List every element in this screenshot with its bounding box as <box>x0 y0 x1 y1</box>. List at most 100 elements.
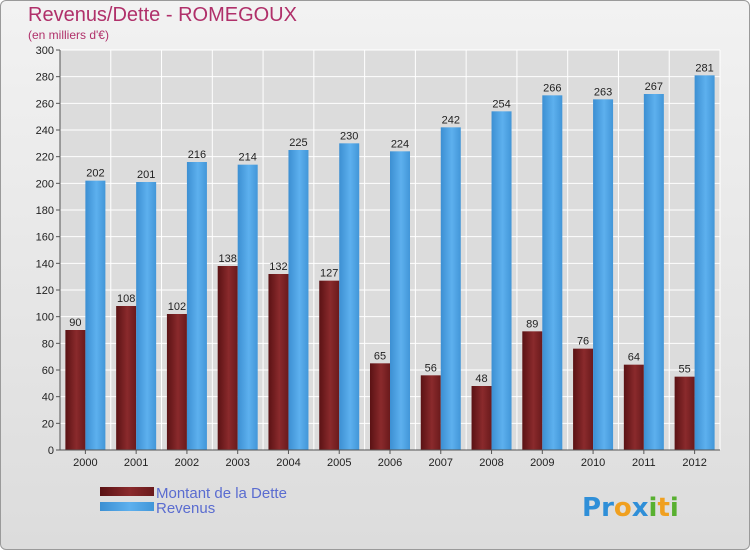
bars <box>65 75 715 451</box>
bar-dette <box>268 274 289 450</box>
bar-revenus <box>491 111 512 450</box>
legend-label: Revenus <box>156 500 215 517</box>
x-tick-label: 2006 <box>378 457 402 469</box>
bar-revenus <box>593 99 614 450</box>
legend-swatch <box>100 487 154 496</box>
y-tick-label: 180 <box>36 205 54 217</box>
bar-dette <box>319 280 340 450</box>
x-tick-label: 2011 <box>632 457 656 469</box>
legend-label: Montant de la Dette <box>156 485 287 502</box>
bar-dette <box>522 331 543 450</box>
bar-revenus <box>339 143 360 451</box>
data-labels: 90 202 108 201 102 216 138 214 132 225 127 230 65 224… <box>69 62 714 385</box>
x-tick-label: 2000 <box>73 457 97 469</box>
y-tick-label: 40 <box>42 392 54 404</box>
bar-dette <box>674 376 695 450</box>
bar-dette <box>116 306 137 450</box>
data-label-revenus: 230 <box>340 130 358 142</box>
x-tick-label: 2002 <box>175 457 199 469</box>
y-tick-label: 140 <box>36 258 54 270</box>
x-tick-label: 2001 <box>124 457 148 469</box>
data-label-dette: 65 <box>374 350 386 362</box>
x-tick-label: 2005 <box>327 457 351 469</box>
chart-subtitle: (en milliers d'€) <box>28 28 109 42</box>
bar-revenus <box>440 127 461 450</box>
x-tick-label: 2004 <box>276 457 300 469</box>
logo-letter: r <box>601 493 614 523</box>
data-label-dette: 76 <box>577 336 589 348</box>
logo-letter: o <box>614 493 632 523</box>
data-label-revenus: 224 <box>391 138 409 150</box>
logo-letter: x <box>632 493 649 523</box>
data-label-dette: 102 <box>168 301 186 313</box>
bar-revenus <box>85 180 106 450</box>
bar-dette <box>370 363 390 450</box>
bar-dette <box>420 375 441 450</box>
data-label-dette: 108 <box>117 293 135 305</box>
bar-dette <box>471 386 492 450</box>
chart-title: Revenus/Dette - ROMEGOUX <box>28 4 297 26</box>
y-tick-label: 300 <box>36 45 54 57</box>
bar-dette <box>65 330 86 450</box>
y-tick-label: 20 <box>42 418 54 430</box>
logo-letter: i <box>649 493 658 523</box>
data-label-revenus: 201 <box>137 169 155 181</box>
x-tick-label: 2007 <box>429 457 453 469</box>
x-tick-label: 2003 <box>225 457 249 469</box>
proxiti-logo: Proxiti <box>582 493 679 523</box>
x-tick-label: 2009 <box>530 457 554 469</box>
data-label-dette: 55 <box>678 364 690 376</box>
y-tick-label: 200 <box>36 178 54 190</box>
bar-dette <box>623 364 644 450</box>
bar-dette <box>166 314 187 450</box>
x-tick-label: 2010 <box>581 457 605 469</box>
bar-revenus <box>237 164 258 450</box>
data-label-revenus: 266 <box>543 82 561 94</box>
bar-dette <box>573 348 594 450</box>
logo-letter: i <box>670 493 679 523</box>
logo-letter: P <box>582 493 601 523</box>
data-label-revenus: 242 <box>442 114 460 126</box>
data-label-dette: 64 <box>628 352 640 364</box>
y-tick-label: 280 <box>36 72 54 84</box>
axes: 0 20 40 60 80 100 120 140 160 180 200 220 240 260 280 3… <box>36 45 720 469</box>
x-tick-label: 2008 <box>479 457 503 469</box>
data-label-revenus: 254 <box>492 98 510 110</box>
y-tick-label: 120 <box>36 285 54 297</box>
bar-revenus <box>288 150 309 450</box>
legend-swatch <box>100 502 154 511</box>
y-tick-label: 260 <box>36 98 54 110</box>
bar-revenus <box>694 75 715 450</box>
bar-revenus <box>542 95 563 450</box>
data-label-revenus: 263 <box>594 86 612 98</box>
y-tick-label: 100 <box>36 312 54 324</box>
y-tick-label: 60 <box>42 365 54 377</box>
x-tick-label: 2012 <box>682 457 706 469</box>
data-label-revenus: 267 <box>645 81 663 93</box>
data-label-dette: 138 <box>219 253 237 265</box>
bar-revenus <box>390 151 410 451</box>
y-tick-label: 80 <box>42 338 54 350</box>
data-label-dette: 56 <box>425 362 437 374</box>
bar-dette <box>217 266 238 450</box>
y-tick-label: 0 <box>48 445 54 457</box>
data-label-dette: 89 <box>526 318 538 330</box>
data-label-dette: 90 <box>69 317 81 329</box>
data-label-revenus: 216 <box>188 149 206 161</box>
bar-revenus <box>136 182 157 450</box>
data-label-dette: 127 <box>320 268 338 280</box>
bar-revenus <box>643 94 664 450</box>
y-tick-label: 220 <box>36 152 54 164</box>
data-label-dette: 132 <box>269 261 287 273</box>
bar-revenus <box>186 162 207 450</box>
data-label-revenus: 214 <box>239 152 257 164</box>
data-label-revenus: 225 <box>289 137 307 149</box>
data-label-dette: 48 <box>475 373 487 385</box>
data-label-revenus: 202 <box>86 168 104 180</box>
logo-letter: t <box>657 493 669 523</box>
y-tick-label: 160 <box>36 232 54 244</box>
y-tick-label: 240 <box>36 125 54 137</box>
data-label-revenus: 281 <box>695 62 713 74</box>
